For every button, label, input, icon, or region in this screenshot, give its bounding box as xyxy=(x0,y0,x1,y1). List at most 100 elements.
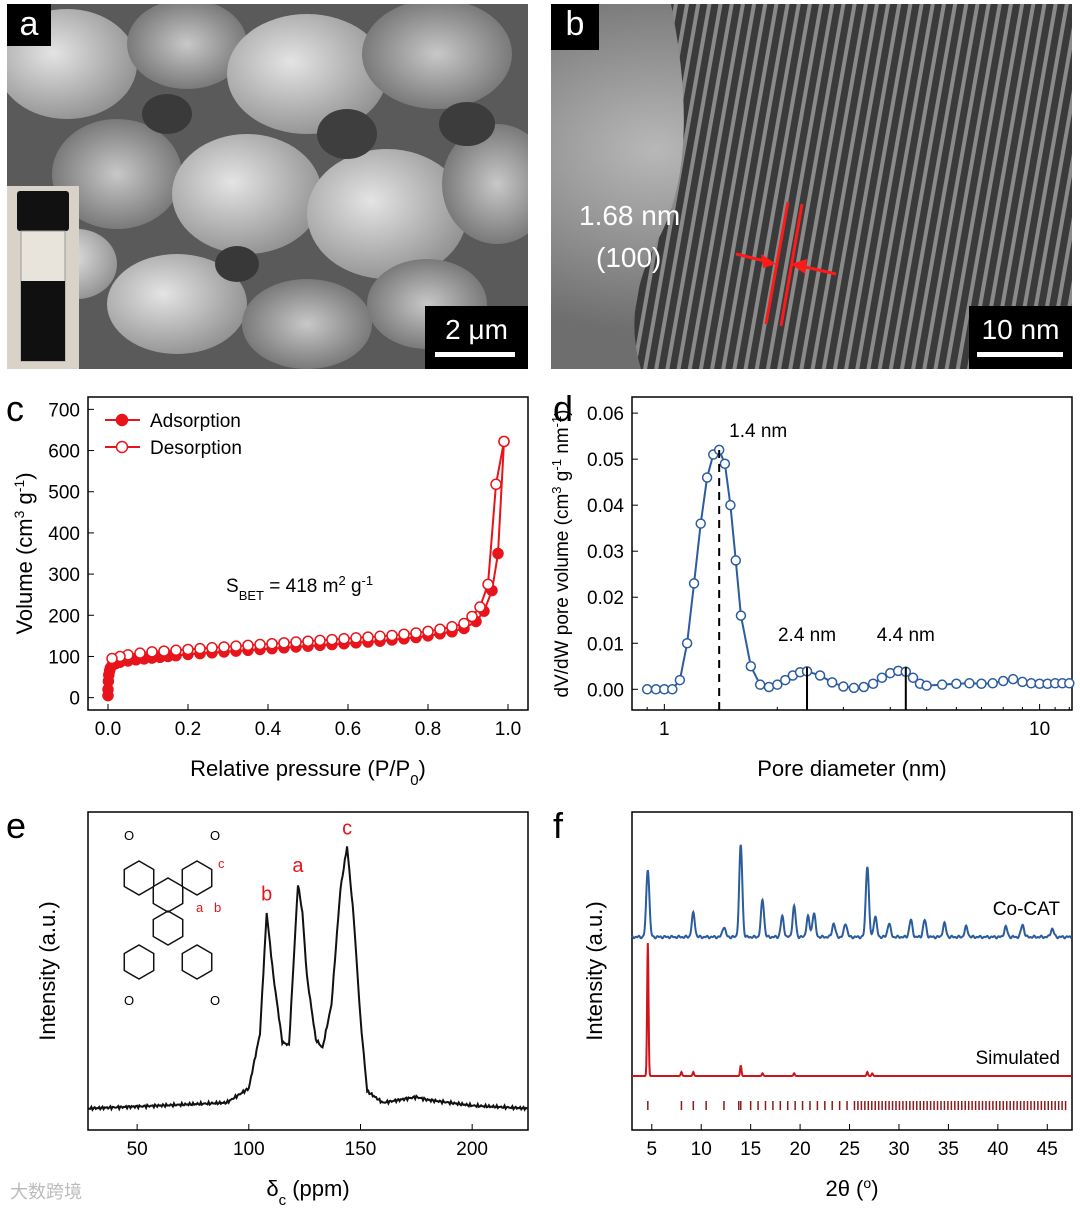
data-point-desorption xyxy=(146,646,158,658)
data-point xyxy=(688,578,700,589)
scale-label-a: 2 μm xyxy=(445,314,508,345)
y-tick-label: 0.02 xyxy=(587,588,624,609)
x-tick-label: 5 xyxy=(646,1139,657,1160)
x-tick-label: 35 xyxy=(938,1139,959,1160)
data-point xyxy=(735,610,747,621)
structure-site-label: a xyxy=(196,900,204,915)
plot-frame xyxy=(631,811,1073,1131)
peak-label: b xyxy=(261,884,272,906)
triphenylene-structure: O O O Oc a b xyxy=(123,828,225,1008)
pore-distribution-chart: 1 10 0.00 0.01 0.02 0.03 0.04 0.05 0.06 Pore diam… xyxy=(549,396,1075,781)
spectrum-line xyxy=(87,846,529,1112)
peak-label: a xyxy=(292,855,304,877)
benzene-ring xyxy=(181,860,213,896)
peak-annotation: 2.4 nm xyxy=(778,625,836,646)
plot-frame xyxy=(87,396,529,711)
data-point-desorption xyxy=(290,636,302,648)
x-tick-label: 10 xyxy=(1029,719,1050,740)
x-tick-label: 15 xyxy=(740,1139,761,1160)
benzene-ring xyxy=(181,944,213,980)
data-point xyxy=(858,681,870,693)
legend-marker xyxy=(115,440,129,454)
series-line xyxy=(647,448,1070,691)
data-point-desorption xyxy=(362,631,374,643)
x-tick-label: 0.6 xyxy=(335,719,361,740)
data-point xyxy=(730,555,742,566)
series-line-desorption xyxy=(111,441,505,660)
data-point-desorption xyxy=(338,633,350,645)
x-tick-label: 25 xyxy=(839,1139,860,1160)
scale-line-b xyxy=(977,352,1063,357)
legend-label: Desorption xyxy=(150,438,242,459)
plot-frame xyxy=(631,396,1073,711)
data-point xyxy=(907,672,919,684)
benzene-ring xyxy=(123,860,155,896)
peak-annotation: 1.4 nm xyxy=(729,421,787,442)
pxrd-chart: 5 10 15 20 25 30 35 40 45 2θ (o) Intensity (a.u.) C… xyxy=(582,811,1073,1201)
y-tick-label: 0.03 xyxy=(587,542,624,563)
structure-site-label: b xyxy=(214,900,221,915)
x-tick-label: 45 xyxy=(1037,1139,1058,1160)
x-tick-label: 20 xyxy=(790,1139,811,1160)
data-point-desorption xyxy=(194,642,206,655)
x-tick-label: 30 xyxy=(888,1139,909,1160)
x-axis-label: Pore diameter (nm) xyxy=(757,756,947,781)
data-point xyxy=(681,638,693,649)
data-point-desorption xyxy=(218,641,230,653)
data-point-desorption xyxy=(350,632,362,644)
vial-photo xyxy=(7,186,79,369)
data-point xyxy=(1017,676,1028,688)
x-tick-label: 100 xyxy=(233,1139,265,1160)
scale-line-a xyxy=(435,352,515,357)
data-point-desorption xyxy=(410,627,422,639)
scale-bar-b: 10 nm xyxy=(969,306,1072,369)
data-point-desorption xyxy=(474,601,486,613)
data-point-desorption xyxy=(230,640,242,652)
y-tick-label: 300 xyxy=(48,565,80,586)
x-tick-label: 0.0 xyxy=(95,719,121,740)
y-axis-label: dV/dW pore volume (cm3 g-1 nm-1) xyxy=(549,409,574,697)
y-tick-label: 0.05 xyxy=(587,450,624,471)
scale-label-b: 10 nm xyxy=(981,314,1060,345)
plot-frame xyxy=(87,811,529,1131)
y-tick-label: 200 xyxy=(48,606,80,627)
data-point xyxy=(674,674,686,686)
watermark-text: 大数跨境 xyxy=(10,1182,82,1202)
data-point xyxy=(976,678,987,690)
legend-label-simulated: Simulated xyxy=(976,1048,1061,1069)
data-point-desorption xyxy=(434,623,446,636)
data-point xyxy=(701,472,713,483)
data-point-desorption xyxy=(182,643,194,656)
data-point-desorption xyxy=(398,628,410,640)
data-point-desorption xyxy=(446,621,458,633)
data-point-desorption xyxy=(386,629,398,642)
x-axis-label: δc (ppm) xyxy=(266,1176,349,1209)
data-point-desorption xyxy=(466,610,478,623)
data-point-desorption xyxy=(106,652,118,665)
data-point xyxy=(763,681,775,693)
legend-marker xyxy=(115,413,129,427)
panel-a-label: a xyxy=(7,4,51,46)
data-point xyxy=(838,681,849,692)
oxygen-atom: O xyxy=(210,993,220,1008)
data-point xyxy=(876,672,888,684)
data-point xyxy=(745,661,757,672)
data-point-desorption xyxy=(498,435,510,448)
data-point xyxy=(641,684,653,695)
data-point xyxy=(964,678,975,689)
y-tick-label: 600 xyxy=(48,442,80,463)
data-point xyxy=(814,670,826,681)
data-point xyxy=(936,679,948,690)
sem-texture xyxy=(7,4,528,369)
data-point-desorption xyxy=(374,630,386,643)
data-point xyxy=(725,499,736,511)
data-point-desorption xyxy=(458,617,470,630)
data-point xyxy=(695,518,706,529)
benzene-ring xyxy=(152,877,184,913)
data-point-desorption xyxy=(170,644,182,657)
data-point xyxy=(921,680,932,691)
x-tick-label: 0.2 xyxy=(175,719,201,740)
scale-bar-a: 2 μm xyxy=(425,306,528,369)
y-tick-label: 700 xyxy=(48,400,80,421)
data-point xyxy=(667,684,678,695)
